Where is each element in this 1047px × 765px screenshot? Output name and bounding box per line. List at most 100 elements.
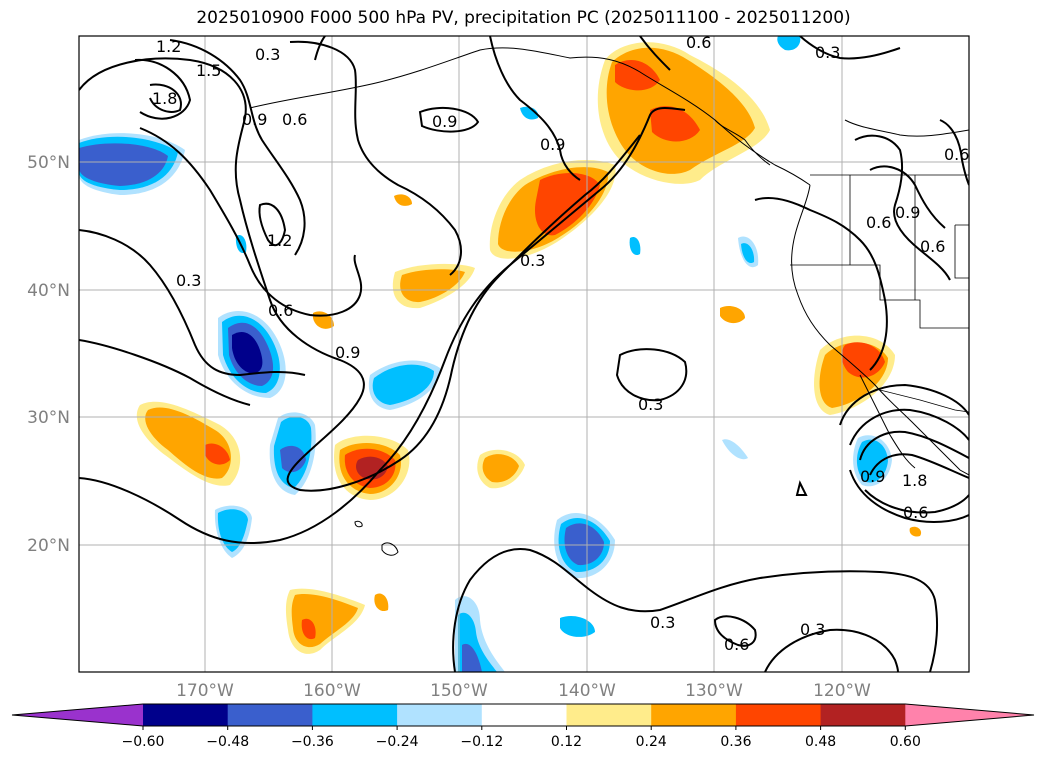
pv-contour xyxy=(639,36,671,71)
colorbar-tick-label: −0.12 xyxy=(460,734,503,750)
colorbar-segment xyxy=(312,704,398,726)
contour-label: 1.2 xyxy=(156,37,181,56)
precip-negative xyxy=(79,36,892,672)
precip-blob xyxy=(841,342,885,378)
map-frame xyxy=(78,35,970,673)
contour-label: 1.8 xyxy=(902,471,927,490)
map-content: 1.2 0.3 1.5 1.8 0.9 0.6 0.6 1.2 0.9 0.3 … xyxy=(79,36,969,672)
pv-contour xyxy=(139,127,363,317)
pv-contour xyxy=(452,548,939,672)
pv-contour xyxy=(79,57,641,492)
colorbar-segment xyxy=(481,704,567,726)
pv-contour xyxy=(289,40,462,276)
contour-label: 0.6 xyxy=(282,110,307,129)
lat-tick-label: 30°N xyxy=(27,408,70,428)
pv-contour xyxy=(79,107,686,545)
lon-tick-label: 150°W xyxy=(430,681,488,701)
mexico-border xyxy=(879,389,969,413)
coastline-bc xyxy=(714,119,771,166)
coastline-baja xyxy=(859,374,916,469)
contour-label: 0.6 xyxy=(903,503,928,522)
coastlines xyxy=(249,47,969,556)
precip-blob xyxy=(372,364,434,405)
colorbar-tick-label: −0.24 xyxy=(376,734,419,750)
precip-blob xyxy=(374,593,389,612)
borders xyxy=(790,174,969,413)
state-border xyxy=(954,224,969,279)
precip-blob xyxy=(301,618,316,640)
lon-axis: 170°W 160°W 150°W 140°W 130°W 120°W xyxy=(176,681,871,701)
precip-blob xyxy=(394,194,412,206)
contour-label: 0.3 xyxy=(255,45,280,64)
pv-contour xyxy=(799,36,901,60)
precip-blob xyxy=(909,526,922,537)
colorbar-segment xyxy=(735,704,822,726)
pv-contours xyxy=(79,36,969,672)
precip-blob xyxy=(482,454,519,483)
colorbar-tick-label: 0.24 xyxy=(636,734,667,750)
pv-contour xyxy=(258,202,287,247)
pv-contour xyxy=(754,197,888,371)
pv-contour xyxy=(79,339,251,406)
contour-label: 0.6 xyxy=(268,301,293,320)
island xyxy=(354,520,363,528)
pv-contour xyxy=(615,348,688,402)
colorbar-tick-label: 0.12 xyxy=(551,734,582,750)
contour-label: 0.3 xyxy=(815,43,840,62)
contour-labels: 1.2 0.3 1.5 1.8 0.9 0.6 0.6 1.2 0.9 0.3 … xyxy=(152,36,969,654)
pv-contour xyxy=(169,39,306,256)
pv-contour xyxy=(489,36,581,181)
colorbar-tick-label: −0.36 xyxy=(291,734,334,750)
colorbar-tick-label: 0.60 xyxy=(890,734,921,750)
contour-label: 0.6 xyxy=(920,237,945,256)
precip-blob xyxy=(462,643,482,672)
precip-blob xyxy=(650,106,700,142)
colorbar: −0.60 −0.48 −0.36 −0.24 −0.12 0.12 0.24 0.36 0.4… xyxy=(11,703,1035,750)
precip-blob xyxy=(205,443,230,465)
contour-label: 0.3 xyxy=(800,620,825,639)
precip-blob xyxy=(720,306,745,324)
precip-blob xyxy=(741,243,755,264)
pv-contour xyxy=(314,36,326,61)
coastline-canada xyxy=(844,119,969,137)
contour-label: 0.9 xyxy=(335,343,360,362)
contour-label: 0.3 xyxy=(650,613,675,632)
pv-contour xyxy=(418,106,480,133)
pv-contour xyxy=(149,83,182,113)
pv-contour xyxy=(864,489,969,514)
pv-contour xyxy=(134,58,192,120)
contour-label: 0.9 xyxy=(540,135,565,154)
colorbar-segment xyxy=(143,704,229,726)
state-border xyxy=(790,264,969,329)
lon-tick-label: 130°W xyxy=(685,681,743,701)
colorbar-extend-low xyxy=(12,704,143,726)
contour-label: 0.6 xyxy=(944,145,969,164)
lon-tick-label: 120°W xyxy=(813,681,871,701)
colorbar-segment xyxy=(651,704,737,726)
precip-blob xyxy=(777,36,801,51)
contour-label: 1.2 xyxy=(267,231,292,250)
precip-blob xyxy=(615,60,660,91)
precip-blob xyxy=(629,236,641,256)
contour-label: 0.9 xyxy=(242,110,267,129)
lon-tick-label: 140°W xyxy=(558,681,616,701)
coastline-uswest xyxy=(791,184,969,476)
precip-blob xyxy=(232,331,263,374)
pv-contour xyxy=(764,628,899,672)
lat-axis: 50°N 40°N 30°N 20°N xyxy=(27,153,70,556)
colorbar-segment xyxy=(397,704,483,726)
lon-tick-label: 160°W xyxy=(303,681,361,701)
contour-label: 1.8 xyxy=(152,89,177,108)
pv-contour xyxy=(79,229,306,377)
precip-blob xyxy=(79,143,168,186)
colorbar-tick-label: −0.60 xyxy=(122,734,165,750)
contour-label: 0.9 xyxy=(432,112,457,131)
pv-contour xyxy=(849,408,969,446)
pv-contour xyxy=(859,430,969,461)
contour-label: 0.9 xyxy=(895,203,920,222)
contour-label: 1.5 xyxy=(196,61,221,80)
precip-blob xyxy=(722,439,748,460)
figure-title: 2025010900 F000 500 hPa PV, precipitatio… xyxy=(196,8,851,28)
